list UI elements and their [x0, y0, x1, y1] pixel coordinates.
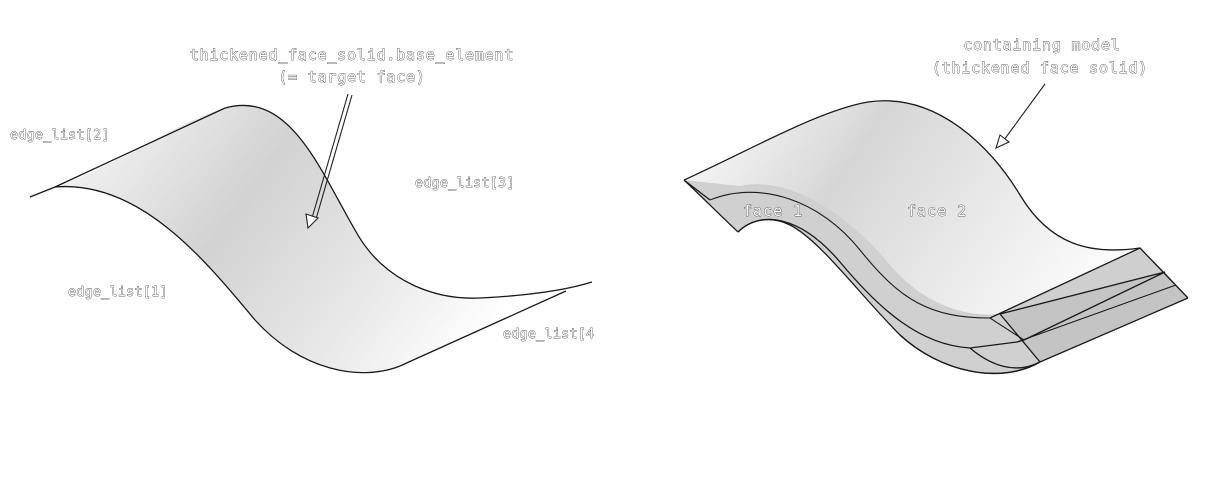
- containing-model-callout-line1: containing model: [963, 36, 1120, 54]
- edge-4-line: [399, 290, 567, 367]
- face-2-surface: [684, 100, 1165, 315]
- edge-2-label: edge_list[2]: [10, 128, 110, 143]
- face-1-label: face 1: [743, 202, 803, 220]
- flat-extension-side: [1000, 272, 1188, 362]
- solid-front-bottom: [899, 297, 1189, 375]
- containing-model-callout-arrow: [995, 83, 1046, 150]
- face-2-label: face 2: [907, 202, 967, 220]
- target-face-callout-arrow: [305, 93, 353, 230]
- edge-3-line: [224, 105, 593, 299]
- left-surface-diagram: thickened_face_solid.base_element (= tar…: [10, 46, 595, 374]
- containing-model-callout-line2: (thickened face solid): [932, 59, 1148, 77]
- solid-top-outline: [683, 100, 1189, 299]
- edge-1-label: edge_list[1]: [68, 285, 168, 300]
- edge-1-line: [54, 185, 401, 374]
- right-solid-diagram: containing model (thickened face solid) …: [683, 36, 1189, 375]
- edge-3-label: edge_list[3]: [415, 176, 515, 191]
- target-face-surface: [30, 105, 590, 373]
- flat-block-edges: [989, 247, 1166, 363]
- target-face-callout-line1: thickened_face_solid.base_element: [190, 46, 514, 64]
- flat-block-midline: [1016, 284, 1177, 343]
- solid-inner-top-edge: [709, 191, 1025, 341]
- face-1-surface: [684, 180, 1040, 374]
- target-face-callout-line2: (= target face): [278, 68, 425, 86]
- edge-4-label: edge_list[4: [503, 327, 595, 342]
